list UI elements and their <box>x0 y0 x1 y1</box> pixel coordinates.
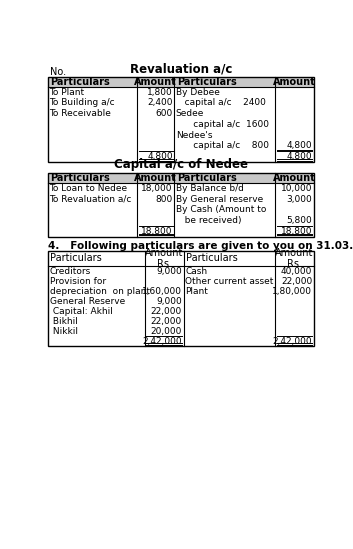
Bar <box>48 251 314 346</box>
Text: 1,60,000: 1,60,000 <box>142 287 182 295</box>
Text: To Plant: To Plant <box>49 87 85 97</box>
Text: 2,42,000: 2,42,000 <box>143 337 182 346</box>
Text: 2,42,000: 2,42,000 <box>273 337 312 346</box>
Text: Amount: Amount <box>273 173 316 183</box>
Text: capital a/c    2400: capital a/c 2400 <box>176 98 266 108</box>
Text: To Loan to Nedee: To Loan to Nedee <box>49 184 128 193</box>
Text: Particulars: Particulars <box>176 173 237 183</box>
Text: Other current asset: Other current asset <box>185 277 274 285</box>
Text: Capital a/c of Nedee: Capital a/c of Nedee <box>114 158 248 171</box>
Text: Particulars: Particulars <box>50 254 102 264</box>
Text: Capital: Akhil: Capital: Akhil <box>49 307 112 316</box>
Text: To Receivable: To Receivable <box>49 109 112 118</box>
Text: Amount: Amount <box>273 77 316 87</box>
Text: By General reserve: By General reserve <box>176 194 263 204</box>
Bar <box>48 251 314 266</box>
Text: 18,800: 18,800 <box>141 227 173 236</box>
Text: Particulars: Particulars <box>186 254 238 264</box>
Text: Nedee's: Nedee's <box>176 131 213 139</box>
Text: be received): be received) <box>176 216 241 225</box>
Text: Bikhil: Bikhil <box>49 317 77 326</box>
Text: Amount: Amount <box>134 77 177 87</box>
Text: 10,000: 10,000 <box>281 184 312 193</box>
Text: Creditors: Creditors <box>49 267 91 276</box>
Bar <box>48 77 314 87</box>
Text: 5,800: 5,800 <box>287 216 312 225</box>
Text: 2,400: 2,400 <box>147 98 173 108</box>
Bar <box>48 173 314 183</box>
Text: Amount
Rs.: Amount Rs. <box>145 248 184 269</box>
Text: 1,80,000: 1,80,000 <box>272 287 312 295</box>
Text: Particulars: Particulars <box>50 77 110 87</box>
Text: 22,000: 22,000 <box>281 277 312 285</box>
Text: 9,000: 9,000 <box>156 267 182 276</box>
Text: 1,800: 1,800 <box>147 87 173 97</box>
Text: Amount: Amount <box>134 173 177 183</box>
Text: 9,000: 9,000 <box>156 296 182 306</box>
Text: Provision for: Provision for <box>49 277 106 285</box>
Text: General Reserve: General Reserve <box>49 296 125 306</box>
Text: No.: No. <box>49 68 66 77</box>
Text: 4,800: 4,800 <box>287 152 312 161</box>
Text: 4,800: 4,800 <box>147 152 173 161</box>
Text: 800: 800 <box>156 194 173 204</box>
Text: Particulars: Particulars <box>176 77 237 87</box>
Text: By Debee: By Debee <box>176 87 220 97</box>
Text: 22,000: 22,000 <box>151 307 182 316</box>
Text: capital a/c  1600: capital a/c 1600 <box>176 120 269 129</box>
Text: 22,000: 22,000 <box>151 317 182 326</box>
Text: Revaluation a/c: Revaluation a/c <box>130 62 232 75</box>
Text: By Balance b/d: By Balance b/d <box>176 184 244 193</box>
Text: 18,800: 18,800 <box>281 227 312 236</box>
Text: To Building a/c: To Building a/c <box>49 98 115 108</box>
Text: 40,000: 40,000 <box>281 267 312 276</box>
Text: Amount
Rs.: Amount Rs. <box>275 248 313 269</box>
Text: Plant: Plant <box>185 287 208 295</box>
Text: Sedee: Sedee <box>176 109 204 118</box>
Text: Cash: Cash <box>185 267 207 276</box>
Bar <box>48 173 314 237</box>
Text: 18,000: 18,000 <box>141 184 173 193</box>
Text: 3,000: 3,000 <box>287 194 312 204</box>
Bar <box>48 77 314 162</box>
Text: 600: 600 <box>156 109 173 118</box>
Text: To Revaluation a/c: To Revaluation a/c <box>49 194 132 204</box>
Text: Particulars: Particulars <box>50 173 110 183</box>
Text: 20,000: 20,000 <box>151 327 182 335</box>
Text: 4,800: 4,800 <box>287 142 312 150</box>
Text: depreciation  on plant: depreciation on plant <box>49 287 150 295</box>
Text: Nikkil: Nikkil <box>49 327 78 335</box>
Text: capital a/c    800: capital a/c 800 <box>176 142 269 150</box>
Text: By Cash (Amount to: By Cash (Amount to <box>176 205 266 214</box>
Text: 4.   Following particulars are given to you on 31.03.2006: 4. Following particulars are given to yo… <box>48 240 353 251</box>
